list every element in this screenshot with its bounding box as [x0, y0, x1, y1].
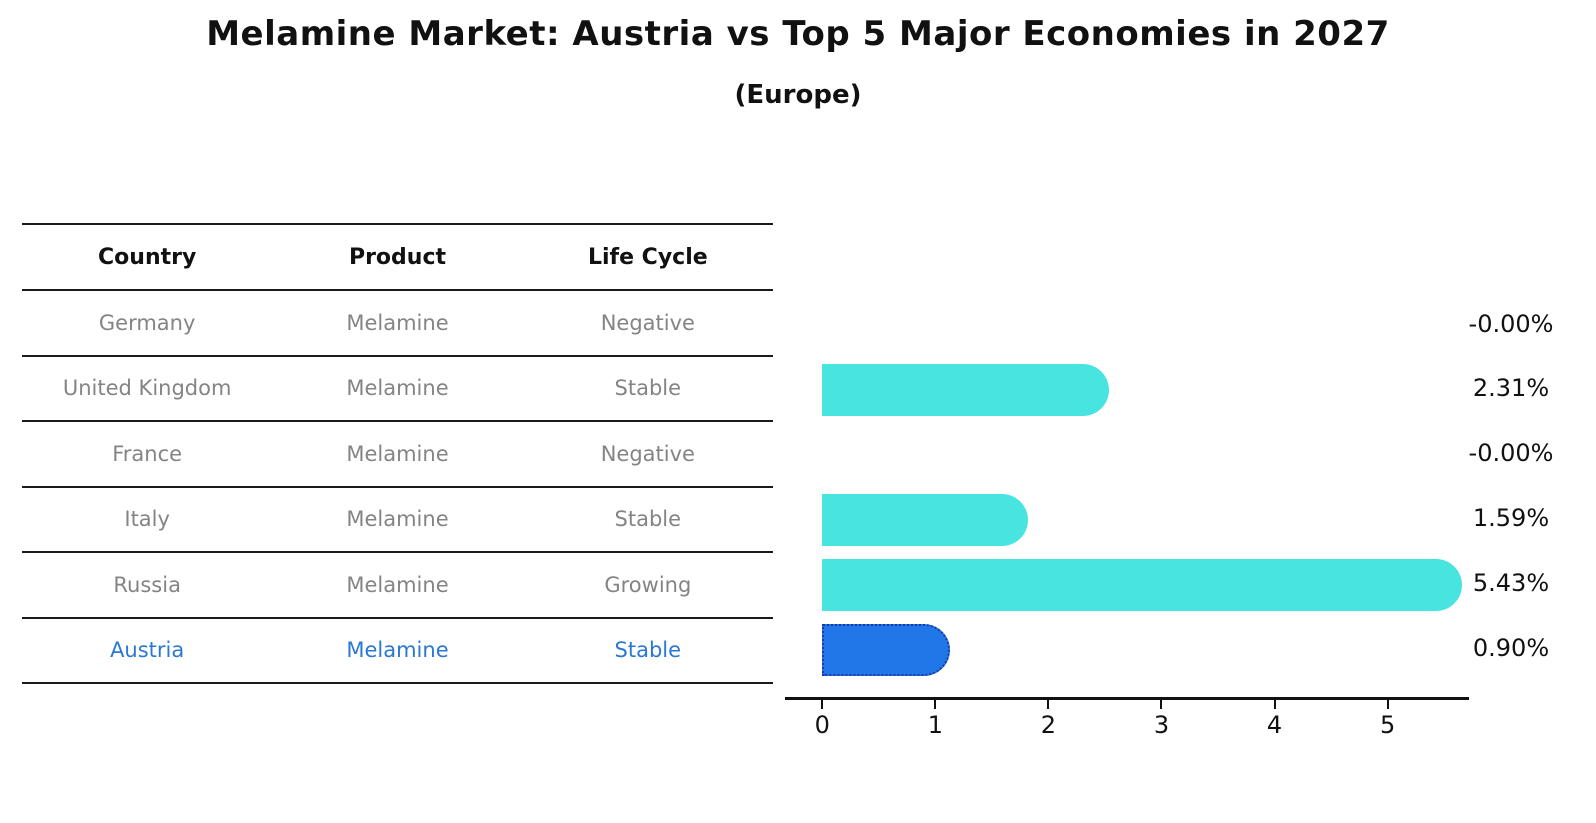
table-header-lifecycle: Life Cycle — [587, 244, 708, 270]
x-axis-tick-label: 0 — [814, 711, 830, 739]
table-cell-lifecycle: Stable — [614, 507, 682, 532]
table-cell-lifecycle: Negative — [600, 441, 695, 466]
table-cell-country: France — [112, 441, 183, 466]
table-cell-country: Germany — [98, 310, 196, 335]
table-cell-lifecycle: Stable — [614, 376, 682, 401]
table-cell-country: Russia — [113, 572, 181, 597]
table-cell-lifecycle: Growing — [604, 572, 692, 597]
table-row: Russia Melamine Growing — [22, 553, 773, 619]
bar-value-label: 2.31% — [1472, 374, 1550, 403]
x-axis-tick — [934, 699, 937, 709]
bar-value-label: -0.00% — [1468, 309, 1554, 338]
table-cell-country: Italy — [124, 507, 170, 532]
x-axis-tick — [1047, 699, 1050, 709]
bar-value-label: 1.59% — [1472, 503, 1550, 532]
x-axis-tick — [1386, 699, 1389, 709]
x-axis-tick-label: 3 — [1153, 711, 1170, 739]
x-axis-tick-label: 5 — [1379, 711, 1396, 739]
table-cell-product: Melamine — [346, 376, 449, 401]
x-axis-tick-label: 2 — [1040, 711, 1057, 739]
table-cell-product: Melamine — [346, 507, 449, 532]
bar-italy — [822, 493, 1029, 546]
bar-value-label: -0.00% — [1468, 439, 1554, 468]
x-axis-tick — [821, 699, 824, 709]
table-row-austria-highlighted: Austria Melamine Stable — [22, 619, 773, 684]
table-header-row: Country Product Life Cycle — [22, 225, 773, 291]
bar-austria-highlighted — [822, 623, 951, 676]
chart-title: Melamine Market: Austria vs Top 5 Major … — [206, 14, 1390, 54]
table-row: Germany Melamine Negative — [22, 291, 773, 357]
table-header-product: Product — [348, 244, 447, 270]
x-axis-line — [785, 696, 1469, 700]
x-axis-tick — [1160, 699, 1163, 709]
table-cell-lifecycle: Stable — [614, 638, 682, 663]
table-row: France Melamine Negative — [22, 422, 773, 488]
x-axis-tick — [1273, 699, 1276, 709]
chart-subtitle: (Europe) — [734, 80, 862, 110]
x-axis-tick-label: 1 — [927, 711, 943, 739]
table-cell-country: United Kingdom — [62, 376, 232, 401]
table-cell-product: Melamine — [346, 638, 449, 663]
bar-united-kingdom — [822, 364, 1110, 417]
table-cell-lifecycle: Negative — [600, 310, 695, 335]
bar-russia — [822, 558, 1463, 611]
table-row: United Kingdom Melamine Stable — [22, 357, 773, 422]
table-header-country: Country — [98, 244, 197, 270]
table-cell-product: Melamine — [346, 441, 449, 466]
bar-value-label: 0.90% — [1472, 633, 1550, 662]
x-axis-tick-label: 4 — [1266, 711, 1283, 739]
table-cell-country: Austria — [110, 638, 185, 663]
table-cell-product: Melamine — [346, 572, 449, 597]
bar-value-label: 5.43% — [1472, 568, 1550, 597]
country-table: Country Product Life Cycle Germany Melam… — [22, 223, 773, 684]
table-row: Italy Melamine Stable — [22, 488, 773, 553]
table-cell-product: Melamine — [346, 310, 449, 335]
